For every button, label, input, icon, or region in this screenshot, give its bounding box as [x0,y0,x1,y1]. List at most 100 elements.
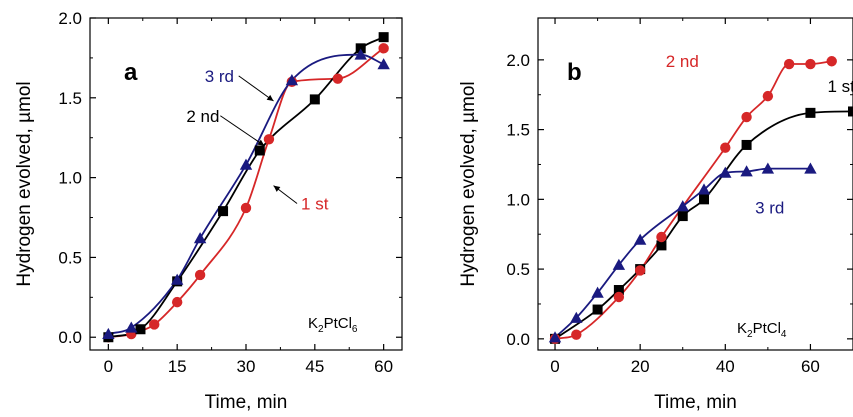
series-points-3rd [548,162,817,343]
y-tick-label: 0.0 [58,328,82,347]
series-line-1st [108,47,385,339]
y-tick-label: 2.0 [506,51,530,70]
data-point-1st [677,211,688,222]
compound-label: K2PtCl6 [308,315,358,335]
y-tick-label: 2.0 [58,9,82,28]
data-point-3rd [548,331,562,343]
annotation-3rd: 3 rd [755,198,784,217]
series-points-2nd [549,56,837,345]
y-tick-label: 1.5 [506,121,530,140]
annotation-arrowhead-1st [273,185,281,192]
series-line-1st [554,110,853,340]
data-point-1st [263,134,275,145]
data-point-2nd [254,145,265,156]
x-tick-label: 60 [374,357,393,376]
data-point-1st [194,269,206,281]
data-point-1st [378,43,389,54]
data-point-3rd [633,233,647,245]
y-tick-label: 0.5 [58,248,82,267]
data-point-1st [149,319,160,330]
data-point-3rd [570,311,583,323]
data-point-2nd [309,94,320,105]
data-point-3rd [170,273,184,285]
annotation-1st: 1 st [827,77,853,96]
y-axis-title: Hydrogen evolved, µmol [14,81,35,286]
data-point-2nd [783,58,795,70]
data-point-3rd [761,162,775,174]
data-point-3rd [719,166,732,178]
series-points-3rd [102,48,390,339]
compound-subscript: 2 [747,329,753,340]
plot-area [548,56,853,345]
data-point-2nd [135,324,146,335]
series-points-2nd [103,32,389,343]
data-point-2nd [656,231,667,243]
data-point-2nd [613,291,625,303]
data-point-2nd [762,90,774,102]
x-axis-title: Time, min [654,392,737,413]
compound-text: K [737,320,747,337]
data-point-2nd [826,56,837,67]
plot-frame [537,17,853,351]
data-point-2nd [634,265,646,276]
data-point-1st [240,202,252,214]
x-tick-label: 60 [801,357,820,376]
data-point-2nd [720,142,731,153]
annotation-1st: 1 st [301,195,329,214]
data-point-3rd [239,158,253,170]
data-point-3rd [125,321,138,333]
data-point-3rd [193,232,207,244]
data-point-3rd [377,58,390,70]
data-point-1st [332,73,343,84]
data-point-3rd [354,48,367,60]
data-point-3rd [102,327,115,339]
data-point-2nd [571,329,582,340]
x-axis-title: Time, min [205,392,288,413]
compound-subscript: 2 [318,324,324,335]
x-tick-label: 15 [168,357,187,376]
y-tick-label: 1.5 [58,89,82,108]
compound-label: K2PtCl4 [737,320,787,340]
data-point-1st [699,194,710,205]
chart-panel-b: 0 20 40 60 0.0 0.5 1.0 1.5 2.0 Time, min Hydrogen … [458,17,853,413]
data-point-1st [613,285,624,296]
y-tick-label: 0.5 [506,260,530,279]
data-point-3rd [285,74,299,86]
data-point-3rd [676,200,689,212]
panel-label: a [124,59,138,86]
series-points-1st [103,43,389,343]
data-point-1st [805,107,816,118]
data-point-3rd [591,286,604,298]
data-point-1st [656,240,667,251]
series-line-2nd [108,36,385,339]
y-tick-label: 1.0 [506,190,530,209]
data-point-3rd [804,162,817,174]
data-point-3rd [612,258,626,270]
data-point-3rd [740,165,753,177]
plot-area [102,32,390,343]
x-tick-label: 40 [716,357,735,376]
compound-subscript: 6 [352,324,358,335]
annotation-arrow-3rd [238,75,274,102]
panel-label: b [567,59,582,86]
x-tick-label: 45 [305,357,324,376]
annotation-2nd: 2 nd [666,52,699,71]
annotation-2nd: 2 nd [186,107,219,126]
compound-text: PtCl [753,320,781,337]
compound-subscript: 4 [781,329,787,340]
data-point-1st [848,106,853,117]
annotation-arrow-2nd [220,115,265,147]
annotation-arrowhead-2nd [257,139,265,146]
y-tick-label: 1.0 [58,169,82,188]
series-line-3rd [108,53,385,335]
data-point-2nd [741,111,752,123]
data-point-1st [592,304,603,315]
data-point-1st [741,139,752,150]
data-point-3rd [697,183,711,195]
data-point-1st [171,296,183,308]
x-tick-label: 20 [631,357,650,376]
series-points-1st [550,106,853,344]
y-tick-label: 0.0 [506,330,530,349]
chart-panel-a: 0 15 30 45 60 0.0 0.5 1.0 1.5 2.0 Time, min Hydroge… [14,9,403,413]
